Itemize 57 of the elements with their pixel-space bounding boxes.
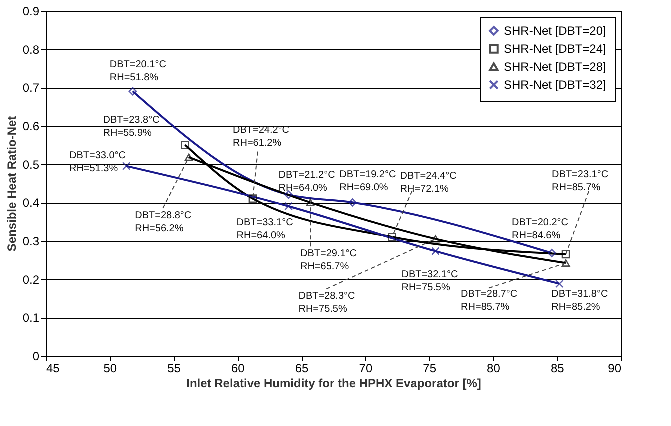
annotation: DBT=33.0°C RH=51.3% <box>70 150 126 174</box>
x-tick-label: 55 <box>168 362 182 376</box>
legend-label: SHR-Net [DBT=28] <box>504 60 606 74</box>
annotation: DBT=33.1°C RH=64.0% <box>236 218 294 242</box>
legend-label: SHR-Net [DBT=24] <box>504 42 606 56</box>
annotation: DBT=19.2°C RH=69.0% <box>340 170 396 194</box>
point <box>432 247 440 256</box>
annotation: DBT=28.3°C RH=75.5% <box>298 291 356 316</box>
y-tick-label: 0.3 <box>22 234 40 248</box>
point <box>388 232 396 242</box>
x-tick-label: 70 <box>359 362 373 376</box>
annotation: DBT=20.1°C RH=51.8% <box>110 60 166 84</box>
annotation: DBT=24.2°C RH=61.2% <box>233 124 290 149</box>
annotation: DBT=24.4°C RH=72.1% <box>400 171 457 196</box>
x-tick-label: 85 <box>550 362 565 376</box>
point <box>348 198 357 207</box>
legend-label: SHR-Net [DBT=20] <box>504 24 606 38</box>
y-axis-title: Sensible Heat Ratio-Net <box>4 116 19 252</box>
annotation: DBT=21.2°C RH=64.0% <box>278 170 336 194</box>
point <box>555 280 564 288</box>
x-tick-label: 60 <box>231 362 246 376</box>
point <box>432 235 440 243</box>
annotation: DBT=20.2°C RH=84.6% <box>512 217 569 242</box>
annotation: DBT=28.7°C RH=85.7% <box>461 289 518 314</box>
y-tick-label: 0.9 <box>22 4 40 18</box>
y-tick-label: 0.4 <box>22 196 40 210</box>
point <box>562 250 570 259</box>
x-axis-title: Inlet Relative Humidity for the HPHX Evaporator [%] <box>186 376 482 390</box>
point <box>306 198 315 206</box>
y-tick-label: 0.5 <box>22 158 40 172</box>
y-tick-label: 0.1 <box>22 311 40 326</box>
point <box>128 87 138 96</box>
point <box>181 140 190 150</box>
x-tick-label: 65 <box>295 362 310 376</box>
annotation: DBT=29.1°C RH=65.7% <box>300 248 358 273</box>
y-tick-label: 0.8 <box>22 42 40 57</box>
y-tick-label: 0 <box>32 350 40 364</box>
y-tick-label: 0.7 <box>22 81 40 96</box>
y-tick-label: 0.2 <box>22 272 40 287</box>
x-tick-label: 80 <box>487 362 501 376</box>
point <box>284 202 293 211</box>
x-tick-label: 45 <box>46 362 60 376</box>
x-tick-label: 75 <box>423 362 437 376</box>
point <box>122 162 131 170</box>
x-tick-label: 90 <box>608 362 622 376</box>
legend-label: SHR-Net [DBT=32] <box>504 78 606 92</box>
y-tick-label: 0.6 <box>22 120 40 134</box>
point <box>562 260 570 267</box>
point <box>248 194 258 204</box>
annotation: DBT=28.8°C RH=56.2% <box>135 210 192 234</box>
annotation: DBT=31.8°C RH=85.2% <box>552 288 608 313</box>
point <box>548 249 556 258</box>
annotation: DBT=23.1°C RH=85.7% <box>552 169 609 194</box>
annotation: DBT=32.1°C RH=75.5% <box>402 269 458 294</box>
annotation: DBT=23.8°C RH=55.9% <box>103 115 160 140</box>
point <box>184 154 194 162</box>
x-tick-label: 50 <box>104 362 118 376</box>
